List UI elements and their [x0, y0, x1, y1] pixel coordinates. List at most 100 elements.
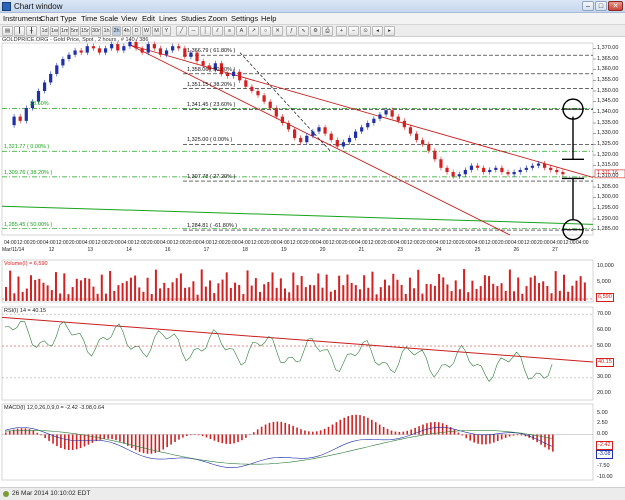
time-axis-label: 20:00: [303, 240, 316, 246]
volume-bar: [300, 276, 303, 301]
candle-body: [158, 48, 163, 55]
volume-bar: [246, 270, 249, 301]
volume-bar: [9, 270, 12, 301]
time-1w[interactable]: 1w: [50, 26, 59, 36]
rsi-label: RSI(I) 14 = 40.15: [4, 308, 47, 314]
green-fib-label: 23.60%: [30, 101, 49, 108]
rsi-axis-label: 60.00: [597, 326, 611, 333]
indicator-icon[interactable]: ƒ: [286, 26, 297, 36]
menu-instruments[interactable]: Instruments: [3, 14, 43, 23]
menu-zoom[interactable]: Zoom: [208, 14, 228, 23]
macd-histogram-bar: [461, 434, 464, 436]
print-icon[interactable]: ⎙: [322, 26, 333, 36]
candle-body: [24, 108, 28, 121]
volume-bar: [159, 288, 162, 301]
circle-tool-icon[interactable]: ○: [260, 26, 271, 36]
menu-settings[interactable]: Settings: [231, 14, 259, 23]
volume-bar: [34, 279, 37, 301]
time-axis-label: 12:00: [290, 240, 303, 246]
vline-tool-icon[interactable]: │: [200, 26, 211, 36]
time-d[interactable]: D: [132, 26, 141, 36]
fib-tool-icon[interactable]: ≡: [224, 26, 235, 36]
fib-label: 1,307.78 ( 27.20% ): [187, 174, 236, 181]
macd-histogram-bar: [8, 430, 11, 435]
time-1m[interactable]: 1m: [60, 26, 69, 36]
zoom-reset-icon[interactable]: ⊙: [360, 26, 371, 36]
time-1h[interactable]: 1h: [102, 26, 111, 36]
channel-upper-line: [129, 44, 594, 178]
volume-bar: [383, 279, 386, 301]
macd-histogram-bar: [284, 422, 287, 435]
macd-histogram-bar: [319, 430, 322, 435]
time-axis-label: 12:00: [212, 240, 225, 246]
menu-edit[interactable]: Edit: [142, 14, 155, 23]
time-4h[interactable]: 4h: [122, 26, 131, 36]
bar-icon[interactable]: ╂: [26, 26, 37, 36]
candle-body: [55, 65, 59, 74]
candle-body: [353, 131, 358, 138]
time-1d[interactable]: 1d: [40, 26, 49, 36]
scroll-right-icon[interactable]: ▸: [384, 26, 395, 36]
macd-axis-label: -10.00: [597, 473, 613, 480]
chart-area[interactable]: GOLDPRICE.ORG - Gold Price, Spot , 2 hou…: [0, 37, 625, 484]
green-fib-label: 1,321.77 ( 0.00% ): [4, 144, 50, 151]
candle-body: [207, 65, 211, 70]
delete-tool-icon[interactable]: ✕: [272, 26, 283, 36]
macd-histogram-bar: [162, 434, 165, 450]
candle-body: [305, 135, 309, 143]
scroll-left-icon[interactable]: ◂: [372, 26, 383, 36]
candle-body: [530, 165, 535, 168]
maximize-button[interactable]: □: [595, 1, 607, 11]
volume-bar: [129, 277, 132, 301]
candle-body: [512, 172, 516, 175]
volume-bar: [433, 285, 436, 301]
time-2h[interactable]: 2h: [112, 26, 121, 36]
line-tool-icon[interactable]: ╱: [176, 26, 187, 36]
minimize-button[interactable]: –: [582, 1, 594, 11]
arrow-tool-icon[interactable]: ↗: [248, 26, 259, 36]
settings-icon[interactable]: ⚙: [310, 26, 321, 36]
study-icon[interactable]: ∿: [298, 26, 309, 36]
zoom-in-icon[interactable]: +: [336, 26, 347, 36]
volume-bar: [146, 277, 149, 301]
macd-histogram-bar: [107, 434, 109, 439]
macd-histogram-bar: [331, 424, 334, 435]
time-30m[interactable]: 30m: [91, 26, 101, 36]
menu-chart-type[interactable]: Chart Type: [40, 14, 77, 23]
volume-bar: [500, 283, 503, 301]
zoom-out-icon[interactable]: −: [348, 26, 359, 36]
macd-histogram-bar: [221, 434, 224, 444]
text-tool-icon[interactable]: A: [236, 26, 247, 36]
volume-bar: [542, 281, 545, 301]
time-5m[interactable]: 5m: [70, 26, 79, 36]
candle-body: [61, 59, 65, 66]
hline-tool-icon[interactable]: ─: [188, 26, 199, 36]
time-y[interactable]: Y: [162, 26, 171, 36]
candle-body: [116, 44, 120, 51]
macd-histogram-bar: [323, 428, 326, 435]
time-m[interactable]: M: [152, 26, 161, 36]
green-fib-label: 1,309.76 ( 38.20% ): [4, 169, 53, 176]
menu-studies[interactable]: Studies: [181, 14, 207, 23]
time-15m[interactable]: 15m: [80, 26, 90, 36]
candle-icon[interactable]: ┃: [14, 26, 25, 36]
volume-bar: [546, 285, 549, 301]
date-axis-label: 19: [281, 247, 287, 253]
price-axis-label: 1,315.00: [597, 162, 619, 169]
menu-time-scale[interactable]: Time Scale: [81, 14, 119, 23]
menu-help[interactable]: Help: [261, 14, 277, 23]
macd-histogram-bar: [469, 434, 472, 441]
channel-tool-icon[interactable]: ⫽: [212, 26, 223, 36]
volume-bar: [42, 282, 45, 301]
menu-lines[interactable]: Lines: [159, 14, 177, 23]
volume-bar: [38, 278, 41, 301]
candle-body: [177, 46, 181, 49]
macd-histogram-bar: [123, 434, 125, 444]
close-button[interactable]: ✕: [608, 1, 623, 11]
macd-axis-label: 5.00: [597, 409, 608, 416]
candle-body: [146, 44, 150, 53]
time-w[interactable]: W: [142, 26, 151, 36]
macd-histogram-bar: [453, 429, 456, 435]
chart-type-icon[interactable]: ▤: [2, 26, 13, 36]
menu-view[interactable]: View: [121, 14, 138, 23]
